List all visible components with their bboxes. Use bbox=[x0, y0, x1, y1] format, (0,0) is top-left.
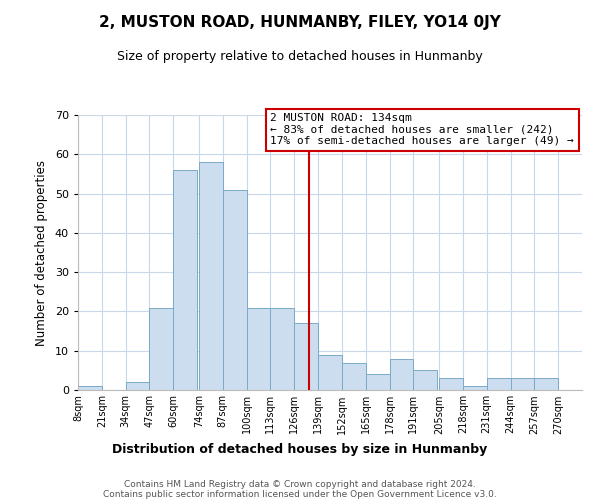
Bar bbox=[294, 323, 318, 390]
Bar bbox=[413, 370, 437, 390]
Text: Size of property relative to detached houses in Hunmanby: Size of property relative to detached ho… bbox=[117, 50, 483, 63]
Bar bbox=[511, 378, 535, 390]
Y-axis label: Number of detached properties: Number of detached properties bbox=[35, 160, 48, 346]
Bar bbox=[389, 358, 413, 390]
Bar bbox=[78, 386, 102, 390]
Bar bbox=[439, 378, 463, 390]
Bar bbox=[271, 308, 294, 390]
Bar bbox=[199, 162, 223, 390]
Bar bbox=[223, 190, 247, 390]
Text: Contains public sector information licensed under the Open Government Licence v3: Contains public sector information licen… bbox=[103, 490, 497, 499]
Bar bbox=[318, 354, 342, 390]
Bar bbox=[535, 378, 558, 390]
Bar bbox=[487, 378, 511, 390]
Bar bbox=[463, 386, 487, 390]
Bar bbox=[247, 308, 271, 390]
Bar bbox=[173, 170, 197, 390]
Bar bbox=[125, 382, 149, 390]
Text: Distribution of detached houses by size in Hunmanby: Distribution of detached houses by size … bbox=[112, 442, 488, 456]
Bar bbox=[149, 308, 173, 390]
Text: 2, MUSTON ROAD, HUNMANBY, FILEY, YO14 0JY: 2, MUSTON ROAD, HUNMANBY, FILEY, YO14 0J… bbox=[99, 15, 501, 30]
Text: 2 MUSTON ROAD: 134sqm
← 83% of detached houses are smaller (242)
17% of semi-det: 2 MUSTON ROAD: 134sqm ← 83% of detached … bbox=[271, 113, 574, 146]
Text: Contains HM Land Registry data © Crown copyright and database right 2024.: Contains HM Land Registry data © Crown c… bbox=[124, 480, 476, 489]
Bar bbox=[342, 362, 366, 390]
Bar bbox=[366, 374, 389, 390]
